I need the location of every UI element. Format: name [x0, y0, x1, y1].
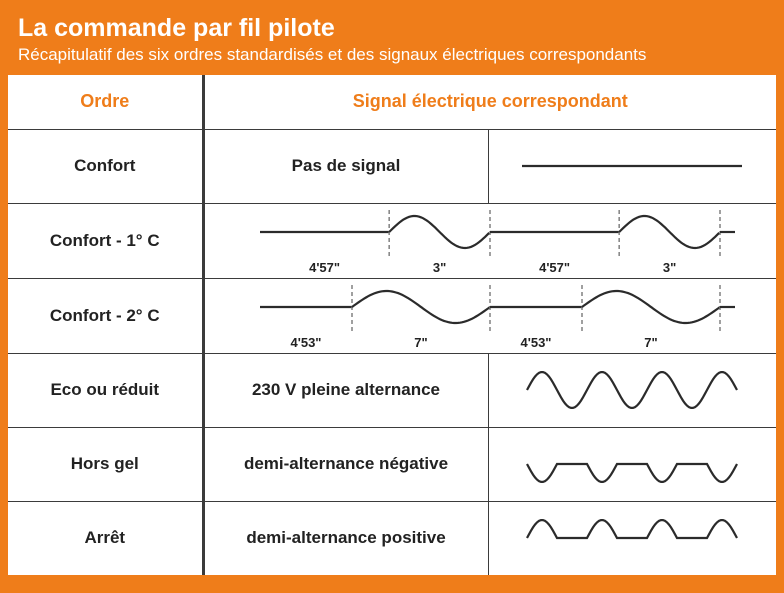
table-row: Confort - 2° C 4'53" 7" 4'53" 7" [8, 278, 776, 353]
table-row: Confort - 1° C 4'57" 3" 4'57" 3" [8, 203, 776, 278]
table-row: Eco ou réduit230 V pleine alternance [8, 353, 776, 427]
cell-desc: 230 V pleine alternance [203, 353, 488, 427]
table-header: OrdreSignal électrique correspondant [8, 75, 776, 129]
column-header-signal: Signal électrique correspondant [203, 75, 776, 129]
svg-text:7": 7" [645, 335, 658, 350]
cell-ordre: Arrêt [8, 501, 203, 575]
cell-ordre: Eco ou réduit [8, 353, 203, 427]
svg-text:4'57": 4'57" [309, 260, 340, 275]
cell-waveform [488, 129, 776, 203]
cell-waveform [488, 501, 776, 575]
cell-waveform: 4'53" 7" 4'53" 7" [203, 278, 776, 353]
table-row: Arrêtdemi-alternance positive [8, 501, 776, 575]
table-row: ConfortPas de signal [8, 129, 776, 203]
signal-table: OrdreSignal électrique correspondantConf… [8, 75, 776, 575]
cell-waveform [488, 353, 776, 427]
svg-text:4'53": 4'53" [521, 335, 552, 350]
cell-ordre: Confort - 2° C [8, 278, 203, 353]
svg-text:3": 3" [433, 260, 446, 275]
infographic-frame: La commande par fil pilote Récapitulatif… [0, 0, 784, 593]
svg-text:3": 3" [663, 260, 676, 275]
title: La commande par fil pilote [8, 8, 776, 45]
cell-ordre: Hors gel [8, 427, 203, 501]
svg-text:4'57": 4'57" [539, 260, 570, 275]
cell-ordre: Confort - 1° C [8, 203, 203, 278]
column-header-ordre: Ordre [8, 75, 203, 129]
cell-desc: Pas de signal [203, 129, 488, 203]
cell-ordre: Confort [8, 129, 203, 203]
subtitle: Récapitulatif des six ordres standardisé… [8, 45, 776, 75]
cell-desc: demi-alternance positive [203, 501, 488, 575]
cell-desc: demi-alternance négative [203, 427, 488, 501]
svg-text:4'53": 4'53" [291, 335, 322, 350]
table-row: Hors geldemi-alternance négative [8, 427, 776, 501]
cell-waveform [488, 427, 776, 501]
cell-waveform: 4'57" 3" 4'57" 3" [203, 203, 776, 278]
svg-text:7": 7" [415, 335, 428, 350]
